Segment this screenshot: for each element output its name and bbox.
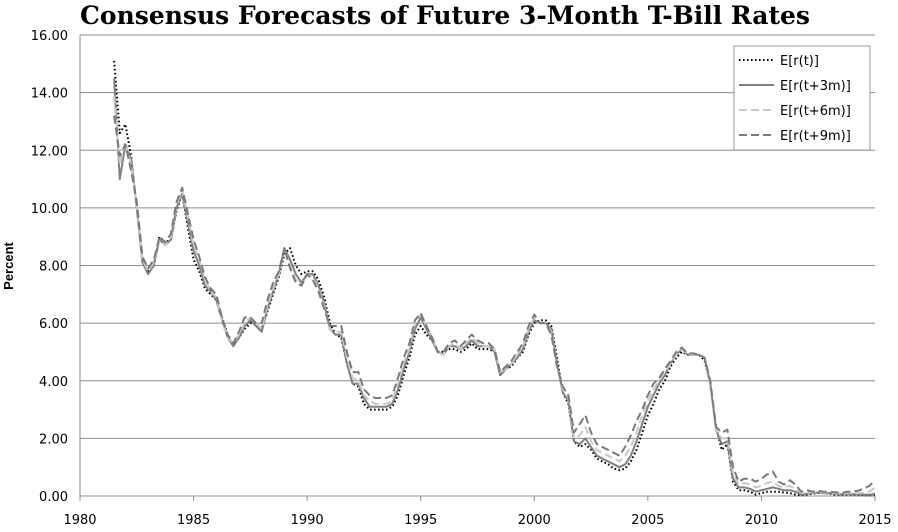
x-tick-label: 2010 — [745, 513, 778, 528]
y-tick-label: 4.00 — [39, 375, 68, 390]
legend: E[r(t)] E[r(t+3m)] E[r(t+6m)] E[r(t+9m)] — [733, 45, 871, 151]
legend-box — [733, 45, 871, 151]
legend-label-2: E[r(t+3m)] — [780, 79, 851, 94]
y-tick-label: 16.00 — [31, 29, 68, 44]
y-tick-label: 6.00 — [39, 317, 68, 332]
y-tick-label: 12.00 — [31, 144, 68, 159]
x-tick-label: 1980 — [63, 513, 96, 528]
series-line-3 — [113, 95, 876, 495]
series-lines — [113, 60, 876, 497]
y-tick-label: 14.00 — [31, 87, 68, 102]
legend-label-3: E[r(t+6m)] — [780, 104, 851, 119]
y-axis-label: Percent — [1, 241, 16, 289]
x-tick-label: 1990 — [291, 513, 324, 528]
series-line-4 — [113, 115, 876, 495]
legend-label-1: E[r(t)] — [780, 54, 819, 69]
x-tick-label: 2015 — [858, 513, 891, 528]
axes: 0.00 2.00 4.00 6.00 8.00 10.00 12.00 14.00 16.00… — [31, 29, 892, 528]
y-tick-label: 8.00 — [39, 260, 68, 275]
x-tick-label: 1995 — [404, 513, 437, 528]
y-tick-label: 2.00 — [39, 432, 68, 447]
y-tick-label: 10.00 — [31, 202, 68, 217]
x-tick-label: 1985 — [177, 513, 210, 528]
legend-label-4: E[r(t+9m)] — [780, 129, 851, 144]
x-tick-label: 2005 — [631, 513, 664, 528]
chart-title: Consensus Forecasts of Future 3-Month T-… — [80, 1, 810, 30]
x-tick-label: 2000 — [518, 513, 551, 528]
gridlines — [80, 34, 875, 439]
y-tick-label: 0.00 — [39, 490, 68, 505]
